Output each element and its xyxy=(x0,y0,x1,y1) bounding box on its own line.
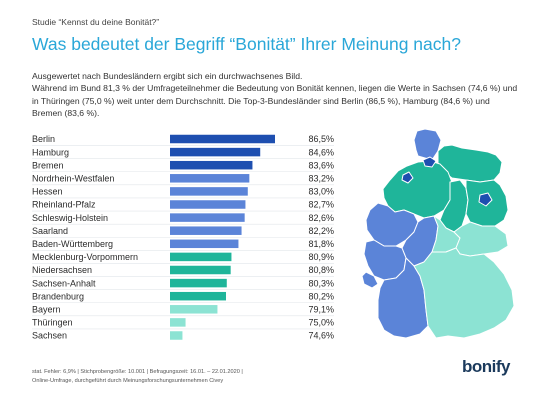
value-label: 81,8% xyxy=(308,239,334,249)
category-label: Bremen xyxy=(32,160,64,170)
category-label: Bayern xyxy=(32,305,61,315)
category-label: Sachsen xyxy=(32,331,67,341)
value-label: 75,0% xyxy=(308,318,334,328)
value-label: 82,7% xyxy=(308,200,334,210)
map-region-hamburg xyxy=(422,156,437,168)
category-label: Baden-Württemberg xyxy=(32,239,113,249)
map-region-niedersachsen xyxy=(382,160,454,219)
category-label: Thüringen xyxy=(32,318,73,328)
value-label: 80,3% xyxy=(308,278,334,288)
map-region-bayern xyxy=(413,247,515,339)
bar xyxy=(170,134,275,144)
map-region-saarland xyxy=(361,271,379,289)
value-label: 82,2% xyxy=(308,226,334,236)
bar xyxy=(170,174,250,183)
value-label: 79,1% xyxy=(308,305,334,315)
bar xyxy=(170,291,226,301)
category-label: Hessen xyxy=(32,187,63,197)
bar xyxy=(170,147,261,157)
bar xyxy=(170,200,246,209)
bar xyxy=(170,239,239,249)
value-label: 80,2% xyxy=(308,291,334,301)
category-label: Rheinland-Pfalz xyxy=(32,200,96,210)
value-label: 83,2% xyxy=(308,174,334,184)
category-label: Saarland xyxy=(32,226,68,236)
map-region-berlin xyxy=(478,192,493,207)
category-label: Berlin xyxy=(32,134,55,144)
bar xyxy=(170,187,248,196)
category-label: Mecklenburg-Vorpommern xyxy=(32,252,138,262)
value-label: 86,5% xyxy=(308,134,334,144)
map-region-schleswig-holstein xyxy=(413,128,442,161)
category-label: Nordrhein-Westfalen xyxy=(32,174,114,184)
bar xyxy=(170,305,218,314)
bar xyxy=(170,160,253,170)
category-label: Niedersachsen xyxy=(32,265,92,275)
value-label: 80,8% xyxy=(308,265,334,275)
footer-notes: stat. Fehler: 6,9% | Stichprobengröße: 1… xyxy=(32,368,243,385)
bar xyxy=(170,252,232,262)
bar xyxy=(170,226,242,235)
map-region-bremen xyxy=(401,171,414,184)
value-label: 84,6% xyxy=(308,147,334,157)
bonify-logo: bonify xyxy=(462,357,511,376)
bar xyxy=(170,265,231,275)
bar xyxy=(170,213,245,222)
footer-line-2: Online-Umfrage, durchgeführt durch Meinu… xyxy=(32,377,224,384)
category-label: Schleswig-Holstein xyxy=(32,213,108,223)
intro-text: Ausgewertet nach Bundesländern ergibt si… xyxy=(32,70,522,119)
value-label: 83,0% xyxy=(308,187,334,197)
value-label: 82,6% xyxy=(308,213,334,223)
bar xyxy=(170,331,183,340)
bar xyxy=(170,278,227,288)
value-label: 83,6% xyxy=(308,160,334,170)
page-title: Was bedeutet der Begriff “Bonität” Ihrer… xyxy=(32,34,461,54)
category-label: Hamburg xyxy=(32,147,69,157)
bar xyxy=(170,318,186,327)
intro-line-1: Ausgewertet nach Bundesländern ergibt si… xyxy=(32,71,303,81)
category-label: Sachsen-Anhalt xyxy=(32,278,96,288)
value-label: 80,9% xyxy=(308,252,334,262)
value-label: 74,6% xyxy=(308,331,334,341)
study-kicker: Studie “Kennst du deine Bonität?” xyxy=(32,17,160,27)
map-region-sachsen xyxy=(453,221,509,257)
category-label: Brandenburg xyxy=(32,291,84,301)
footer-line-1: stat. Fehler: 6,9% | Stichprobengröße: 1… xyxy=(32,369,243,375)
intro-line-2: Während im Bund 81,3 % der Umfrageteilne… xyxy=(32,83,518,118)
